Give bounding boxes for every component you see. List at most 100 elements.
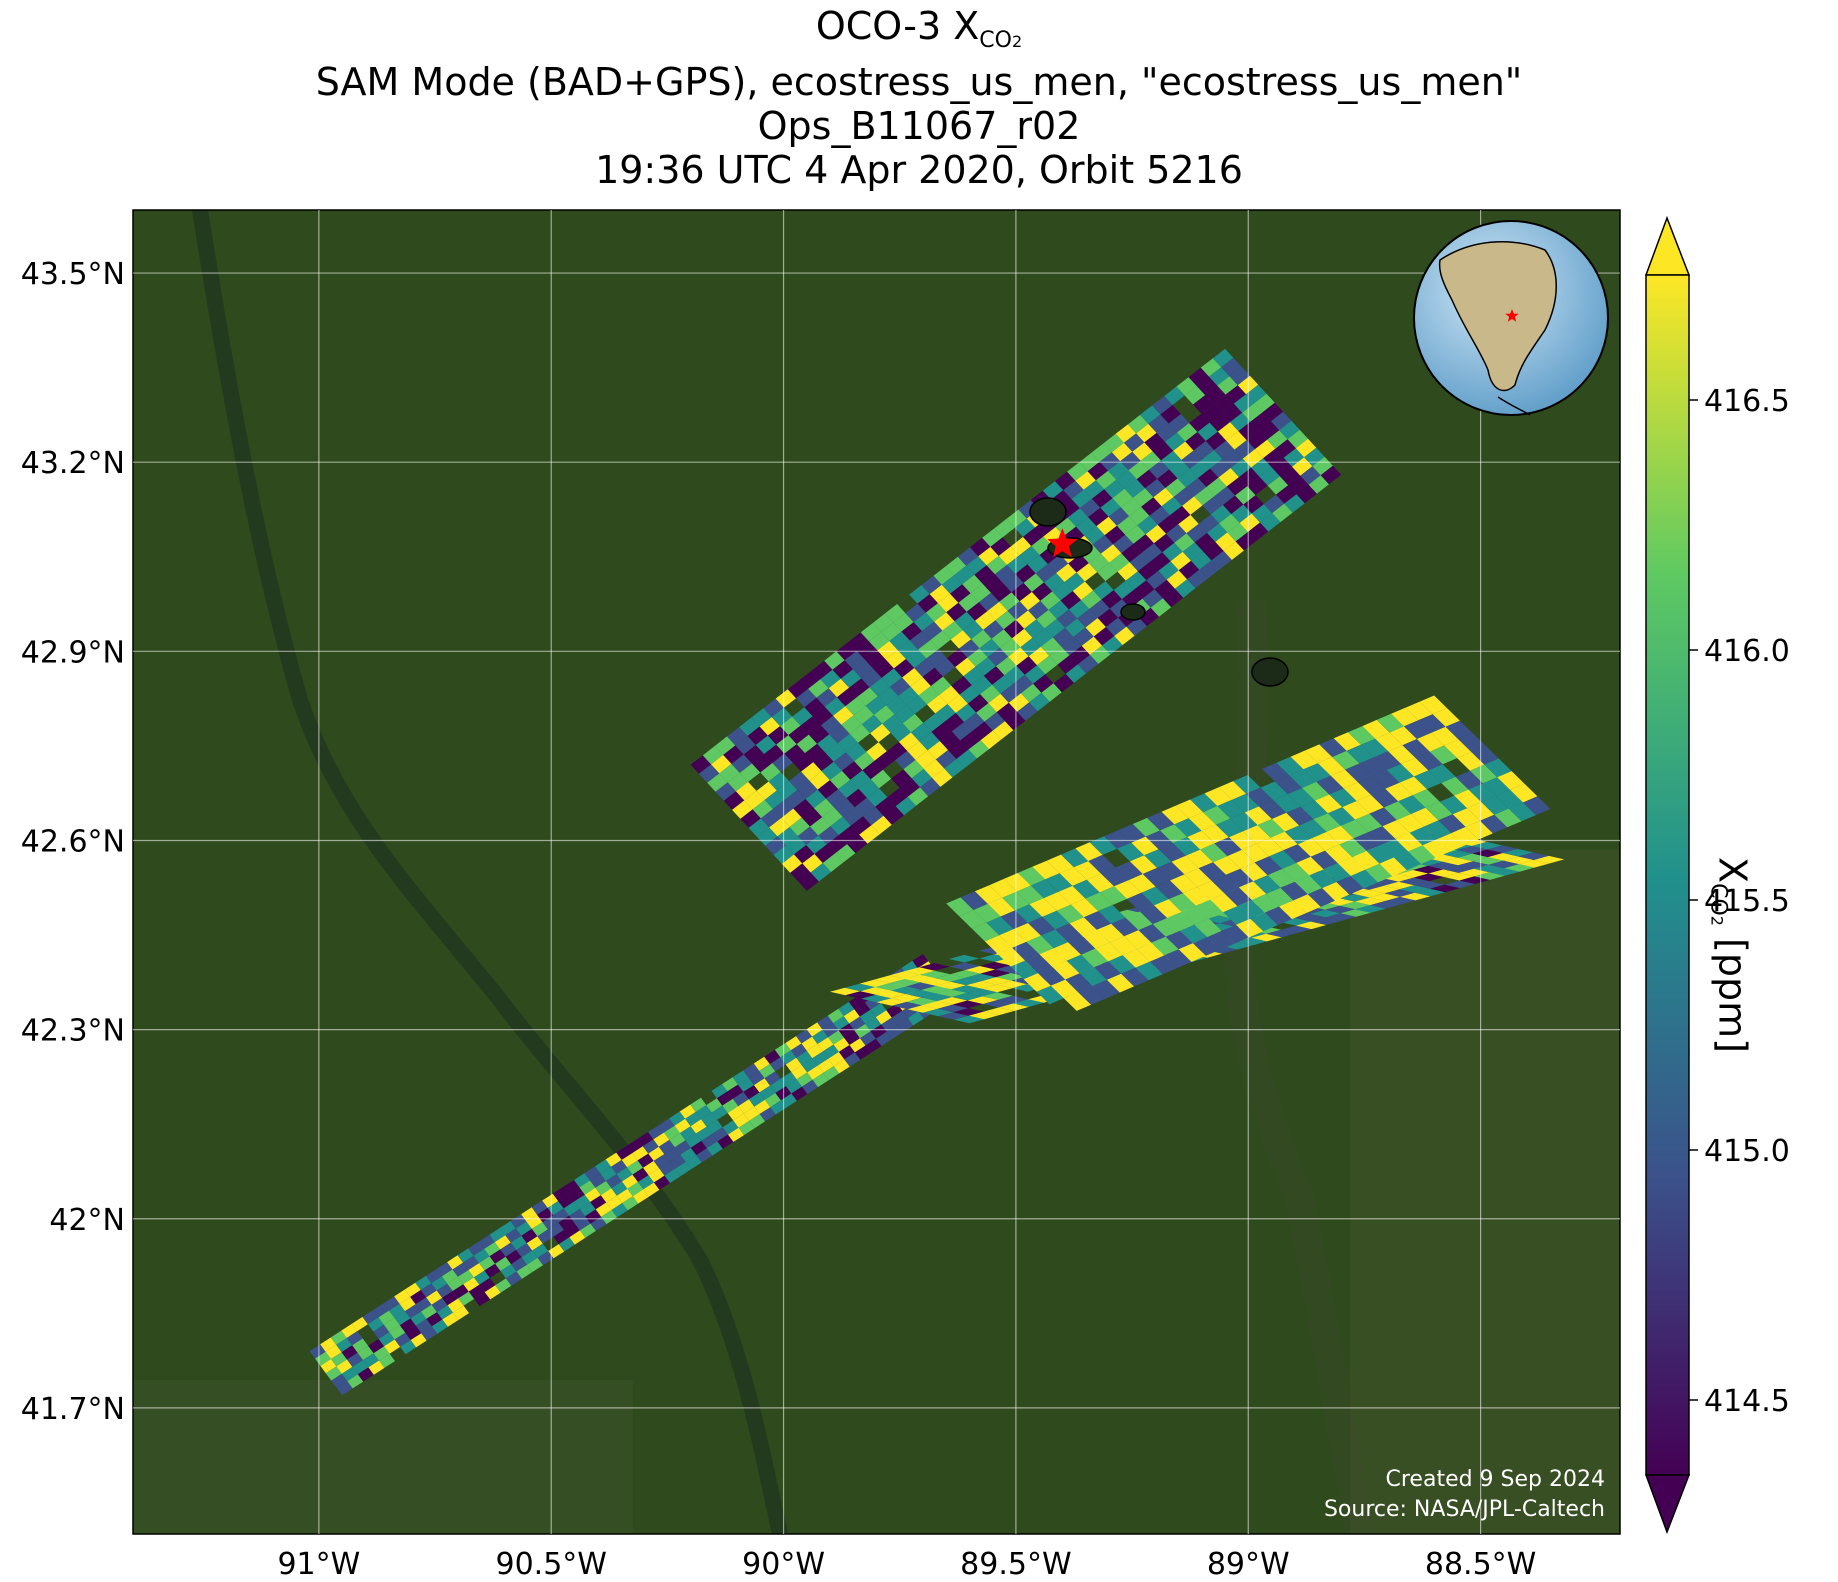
xco2-cell — [1414, 770, 1442, 790]
xco2-cell — [1276, 756, 1304, 776]
xco2-cell — [1013, 923, 1041, 942]
xco2-cell — [658, 1118, 675, 1133]
xco2-cell — [1120, 451, 1141, 471]
xco2-cell — [1044, 573, 1065, 592]
xco2-cell — [955, 703, 977, 722]
xco2-cell — [727, 1106, 744, 1121]
xco2-cell — [1238, 881, 1267, 900]
xco2-cell — [1153, 487, 1174, 507]
xco2-cell — [1431, 726, 1459, 746]
xco2-cell — [764, 790, 786, 809]
xco2-cell — [1132, 442, 1153, 461]
xco2-cell — [1072, 581, 1094, 600]
xco2-cell — [346, 1331, 363, 1346]
xco2-cell — [1405, 701, 1433, 721]
xco2-cell — [664, 1168, 681, 1183]
xco2-cell — [1385, 782, 1413, 802]
cb-tick-label: 414.5 — [1704, 1384, 1790, 1419]
xco2-cell — [950, 970, 981, 978]
xco2-cell — [817, 780, 839, 799]
xco2-cell — [971, 629, 992, 649]
xco2-cell — [405, 1304, 421, 1319]
xco2-cell — [1165, 930, 1193, 950]
xco2-cell — [1145, 830, 1173, 850]
xco2-cell — [1108, 507, 1130, 526]
plot-frame — [132, 209, 1621, 1535]
xco2-cell — [813, 798, 835, 818]
xco2-cell — [1023, 973, 1051, 992]
xco2-cell — [1104, 830, 1132, 849]
xco2-cell — [1121, 543, 1142, 563]
xco2-cell — [1039, 948, 1067, 967]
xco2-cell — [886, 1025, 903, 1040]
xco2-cell — [914, 658, 935, 677]
lat-tick-label: 43.2°N — [21, 446, 125, 481]
xco2-cell — [1256, 837, 1284, 857]
xco2-cell — [468, 1263, 485, 1278]
xco2-cell — [1052, 627, 1074, 647]
xco2-cell — [410, 1333, 427, 1348]
swath-east-upper — [946, 695, 1551, 1011]
xco2-cell — [833, 752, 855, 771]
xco2-cell — [1310, 850, 1338, 870]
xco2-cell — [1414, 888, 1446, 897]
xco2-cell — [579, 1223, 596, 1238]
xco2-cell — [478, 1234, 495, 1249]
xco2-cell — [1401, 757, 1429, 777]
xco2-cell — [1003, 573, 1024, 593]
xco2-cell — [967, 694, 989, 713]
xco2-cell — [897, 640, 919, 659]
xco2-cell — [399, 1318, 416, 1333]
xco2-cell — [1332, 750, 1360, 770]
xco2-cell — [1125, 525, 1146, 544]
xco2-cell — [854, 751, 875, 771]
xco2-cell — [751, 708, 772, 727]
xco2-cell — [669, 1133, 686, 1148]
xco2-swaths — [309, 348, 1565, 1396]
xco2-cell — [441, 1269, 458, 1284]
xco2-cell — [658, 1139, 675, 1155]
xco2-cell — [952, 1000, 984, 1009]
xco2-cell — [748, 818, 770, 837]
xco2-cell — [936, 989, 967, 997]
xco2-cell — [786, 1079, 802, 1094]
xco2-cell — [1102, 636, 1123, 655]
xco2-cell — [1457, 752, 1485, 771]
xco2-cell — [1115, 861, 1143, 881]
xco2-cell — [680, 1147, 697, 1162]
xco2-cell — [983, 999, 1014, 1008]
xco2-cell — [794, 845, 815, 864]
xco2-cell — [829, 770, 851, 790]
xco2-cell — [1115, 424, 1137, 443]
xco2-cell — [1155, 880, 1183, 900]
xco2-cell — [1012, 941, 1040, 961]
xco2-cell — [1454, 789, 1482, 809]
xco2-cell — [754, 1078, 770, 1093]
xco2-cell — [1073, 627, 1094, 646]
xco2-cell — [966, 602, 988, 621]
xco2-cell — [1414, 881, 1445, 889]
xco2-cell — [790, 1043, 807, 1058]
xco2-cell — [801, 1036, 818, 1051]
xco2-cell — [1494, 808, 1522, 828]
xco2-cell — [1012, 674, 1034, 694]
xco2-cell — [922, 621, 943, 641]
xco2-cell — [1101, 867, 1129, 887]
xco2-cell — [1253, 875, 1281, 894]
xco2-cell — [431, 1276, 448, 1291]
xco2-cell — [913, 612, 935, 632]
colorbar-extend-top — [1644, 215, 1691, 276]
xco2-cell — [906, 997, 938, 1006]
xco2-cell — [1091, 443, 1112, 462]
xco2-cell — [1058, 885, 1086, 905]
xco2-cell — [936, 981, 967, 990]
xco2-cell — [796, 1029, 813, 1044]
xco2-cell — [1218, 468, 1239, 487]
xco2-cell — [848, 632, 869, 651]
xco2-cell — [886, 695, 907, 715]
xco2-cell — [1185, 478, 1207, 497]
xco2-cell — [870, 723, 891, 743]
lat-tick-label: 42.9°N — [21, 635, 125, 670]
xco2-cell — [1396, 814, 1424, 833]
xco2-cell — [942, 621, 963, 640]
